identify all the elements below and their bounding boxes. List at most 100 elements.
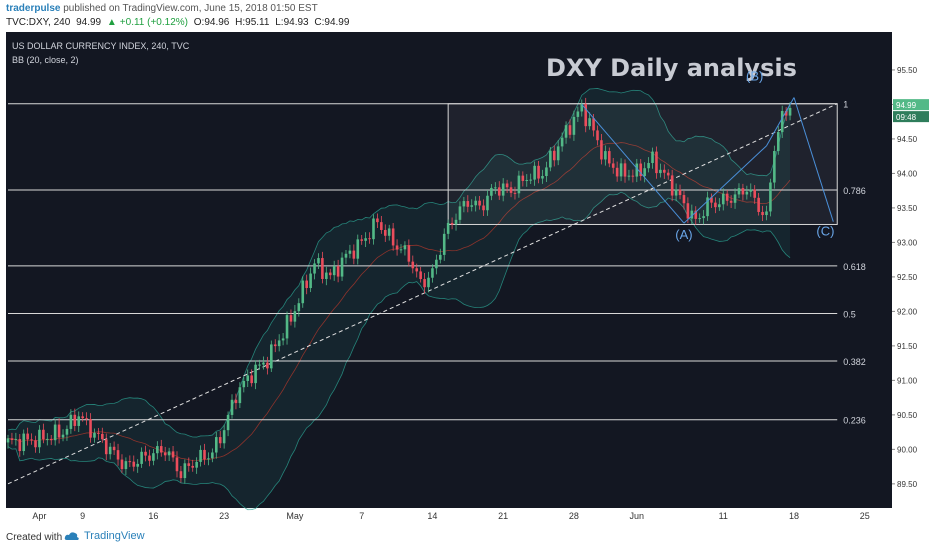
candle-body [73, 414, 77, 426]
candle-body [505, 183, 509, 188]
candle-body [525, 180, 529, 182]
candle-body [458, 206, 462, 220]
candle-body [470, 205, 474, 207]
candle-body [266, 362, 269, 369]
candle-body [112, 446, 116, 451]
x-tick-label: 16 [148, 511, 158, 521]
candle-body [478, 200, 481, 206]
candle-body [729, 200, 733, 203]
close-value: C:94.99 [314, 17, 350, 28]
candle-body [222, 430, 226, 444]
candle-body [395, 245, 399, 250]
publish-info: traderpulse published on TradingView.com… [6, 3, 318, 14]
range-box [447, 103, 838, 225]
candle-body [545, 167, 548, 177]
candle-body [183, 463, 187, 479]
candle-body [328, 272, 332, 276]
x-tick-label: May [286, 511, 304, 521]
candle-body [529, 179, 532, 181]
candle-body [446, 222, 450, 234]
candle-body [108, 446, 112, 455]
candle-body [462, 201, 466, 207]
candle-body [596, 130, 599, 141]
x-tick-label: 14 [427, 511, 437, 521]
candle-body [387, 228, 391, 236]
candle-body [226, 414, 230, 431]
wave-label: (B) [746, 68, 763, 83]
fib-label: 0.236 [843, 416, 866, 426]
candle-body [321, 258, 324, 279]
price-change: +0.11 (+0.12%) [119, 17, 188, 28]
fib-label: 0.786 [843, 186, 866, 196]
y-tick-label: 91.00 [897, 376, 918, 385]
candle-body [344, 253, 348, 258]
wave-line [683, 145, 767, 224]
candle-body [714, 202, 717, 208]
y-tick-label: 93.00 [897, 238, 918, 247]
candle-body [745, 191, 749, 195]
candle-body [199, 449, 202, 462]
candle-body [124, 461, 128, 470]
tradingview-logo[interactable]: TradingView [64, 530, 145, 542]
chart-title: DXY Daily analysis [546, 54, 797, 82]
candle-body [97, 432, 100, 434]
plot-background [6, 32, 892, 508]
candle-body [144, 451, 147, 456]
candle-body [509, 187, 513, 193]
candle-body [254, 364, 257, 384]
candle-body [93, 432, 96, 438]
candle-body [156, 446, 159, 454]
y-tick-label: 95.50 [897, 66, 918, 75]
last-price-badge-text: 94.99 [896, 101, 917, 110]
chart-svg[interactable]: US DOLLAR CURRENCY INDEX, 240, TVC BB (2… [6, 32, 932, 524]
candle-body [301, 280, 305, 304]
candle-body [647, 163, 650, 169]
footer: Created with TradingView [0, 526, 932, 550]
chart-area[interactable]: US DOLLAR CURRENCY INDEX, 240, TVC BB (2… [6, 32, 932, 524]
candle-body [403, 245, 407, 250]
x-tick-label: 18 [789, 511, 799, 521]
candle-body [270, 344, 273, 369]
candle-body [399, 249, 403, 251]
header: traderpulse published on TradingView.com… [0, 0, 932, 32]
bollinger-upper [7, 88, 791, 438]
candle-body [757, 197, 760, 212]
candle-body [293, 311, 297, 322]
candle-body [207, 458, 210, 460]
x-tick-label: Jun [630, 511, 645, 521]
candle-body [262, 362, 265, 365]
candle-body [615, 167, 619, 177]
candle-body [560, 137, 564, 147]
candle-body [659, 169, 662, 174]
candle-body [364, 238, 367, 241]
candle-body [411, 261, 415, 269]
candle-body [639, 163, 643, 177]
candle-body [116, 450, 120, 460]
candle-body [670, 175, 674, 196]
candle-body [203, 449, 206, 460]
candle-body [482, 205, 485, 211]
candle-body [666, 172, 670, 176]
wave-label: (A) [675, 227, 692, 242]
candle-body [619, 163, 623, 177]
candle-body [65, 428, 69, 435]
indicator-label: BB (20, close, 2) [12, 55, 79, 65]
candle-body [592, 118, 595, 131]
candle-body [104, 439, 108, 455]
candle-body [89, 419, 92, 438]
author-link[interactable]: traderpulse [6, 3, 61, 14]
candle-body [564, 125, 568, 138]
candle-body [120, 459, 124, 470]
candle-body [513, 192, 517, 194]
candle-body [61, 434, 65, 438]
fib-label: 0.382 [843, 357, 866, 367]
candle-body [53, 424, 57, 441]
candle-body [663, 169, 666, 173]
fib-label: 0.618 [843, 262, 866, 272]
candle-body [175, 457, 179, 472]
candle-body [454, 219, 458, 225]
candle-body [533, 165, 536, 180]
candle-body [765, 211, 768, 216]
x-tick-label: 7 [359, 511, 364, 521]
candle-body [317, 258, 320, 264]
